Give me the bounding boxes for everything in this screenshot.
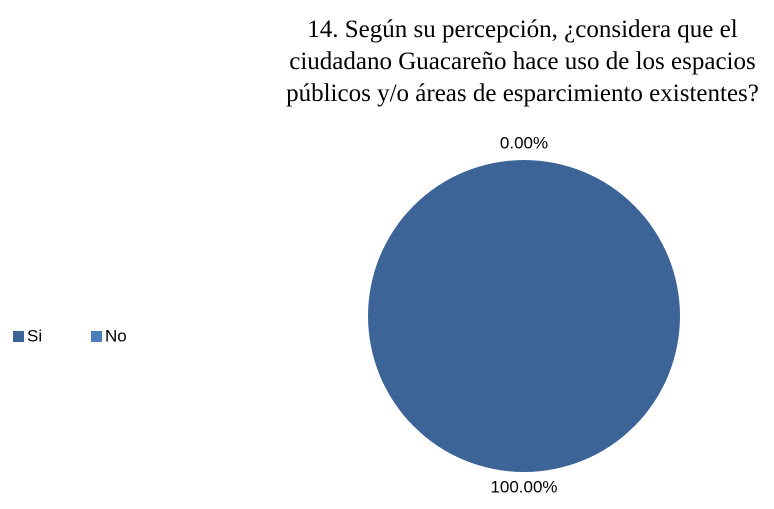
legend-label: Si: [27, 326, 42, 345]
data-label: 100.00%: [490, 477, 557, 496]
chart-title: 14. Según su percepción, ¿considera que …: [286, 16, 759, 107]
pie-slice: [368, 160, 680, 472]
legend-label: No: [105, 326, 127, 345]
legend-swatch: [13, 331, 24, 342]
legend-swatch: [91, 331, 102, 342]
data-label: 0.00%: [500, 133, 548, 152]
